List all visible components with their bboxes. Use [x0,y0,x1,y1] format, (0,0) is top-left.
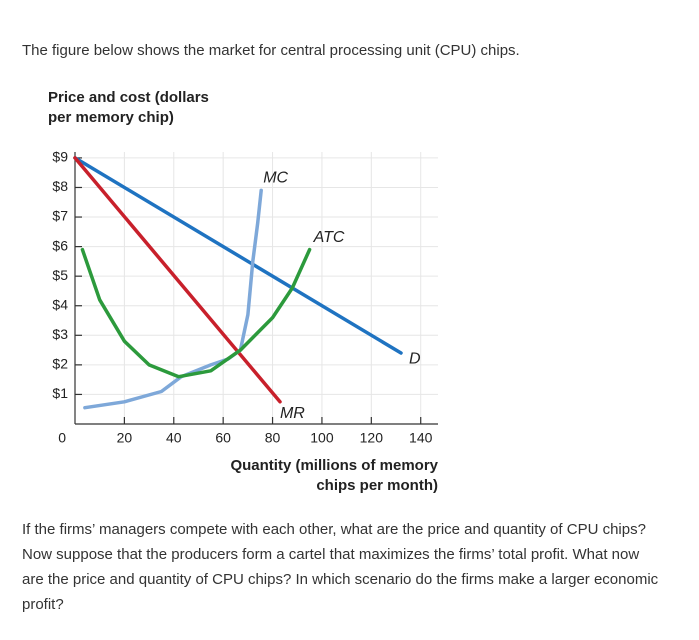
x-tick-label: 120 [360,430,384,446]
x-axis-title: Quantity (millions of memory chips per mo… [230,457,438,494]
chart: 0 $1 $2 $3 $4 $5 $6 $7 $8 $9 20 40 60 80 100 120 140 Pric… [48,89,439,494]
y-tick-label: $8 [52,178,68,194]
y-tick-label: $5 [52,267,68,283]
y-tick-label: $6 [52,237,68,253]
question-text: If the firms’ managers compete with each… [22,521,659,613]
x-axis-title-line: Quantity (millions of memory [230,457,438,474]
origin-label: 0 [58,430,66,446]
intro-text: The figure below shows the market for ce… [22,42,520,59]
curve-3 [80,247,312,379]
y-tick-label: $2 [52,356,68,372]
curve-label: MR [280,405,305,422]
x-tick-label: 20 [117,430,133,446]
curve-1 [73,156,282,404]
y-axis-title-line: per memory chip) [48,109,174,126]
y-tick-label: $1 [52,385,68,401]
y-axis-title: Price and cost (dollars per memory chip) [48,89,209,126]
curve-label: MC [263,170,288,187]
x-tick-label: 140 [409,430,433,446]
curve-label: ATC [313,229,345,246]
curve-label: D [409,350,421,367]
x-tick-label: 100 [310,430,334,446]
y-tick-label: $9 [52,149,68,165]
x-tick-label: 60 [215,430,231,446]
y-tick-label: $4 [52,296,68,312]
y-axis-title-line: Price and cost (dollars [48,89,209,106]
y-tick-label: $7 [52,208,68,224]
x-tick-label: 80 [265,430,281,446]
y-tick-label: $3 [52,326,68,342]
x-tick-label: 40 [166,430,182,446]
curve-0 [73,156,403,355]
x-axis-title-line: chips per month) [316,477,438,494]
